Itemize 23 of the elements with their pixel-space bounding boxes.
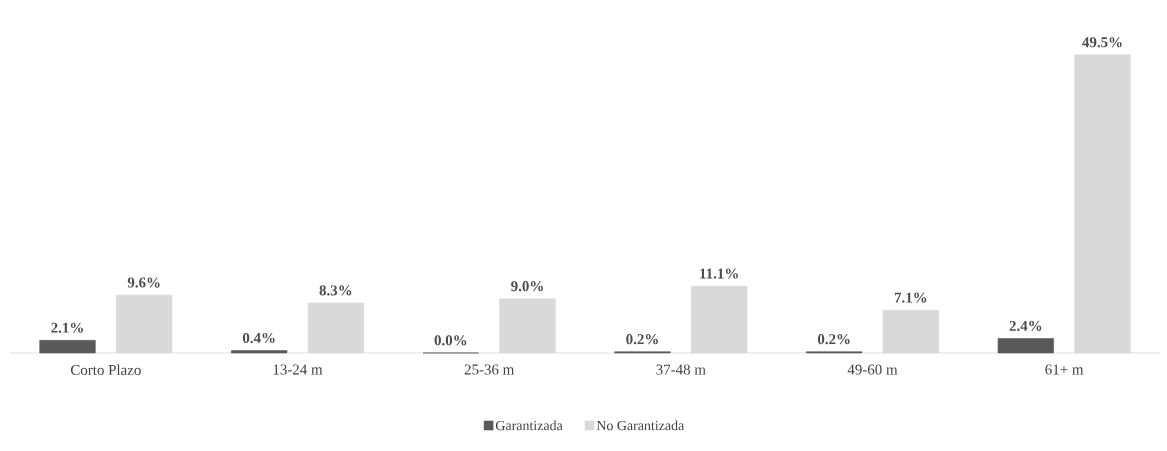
data-label: 0.4% <box>242 332 275 344</box>
x-tick-label: 37-48 m <box>656 364 706 375</box>
x-tick-label: Corto Plazo <box>70 364 141 376</box>
data-label: 0.2% <box>626 334 658 345</box>
data-label: 11.1% <box>700 268 738 279</box>
bar <box>231 350 288 354</box>
x-tick-label: 49-60 m <box>847 364 898 375</box>
data-label: 7.1% <box>894 292 927 303</box>
data-label: 8.3% <box>319 285 352 296</box>
data-label: 2.1% <box>51 322 83 333</box>
bar <box>997 338 1054 354</box>
data-label: 0.0% <box>434 335 467 346</box>
legend-label: No Garantizada <box>596 420 685 431</box>
data-label: 2.4% <box>1009 320 1042 332</box>
data-label: 0.2% <box>817 334 850 345</box>
x-tick-label: 25-36 m <box>464 364 515 375</box>
data-label: 9.6% <box>127 277 160 288</box>
data-label: 9.0% <box>511 281 543 292</box>
bar <box>39 340 96 354</box>
x-tick-label: 13-24 m <box>273 364 323 375</box>
data-label: 49.5% <box>1082 37 1122 48</box>
x-tick-label: 61+ m <box>1045 364 1084 375</box>
legend-label: Garantizada <box>495 420 563 431</box>
